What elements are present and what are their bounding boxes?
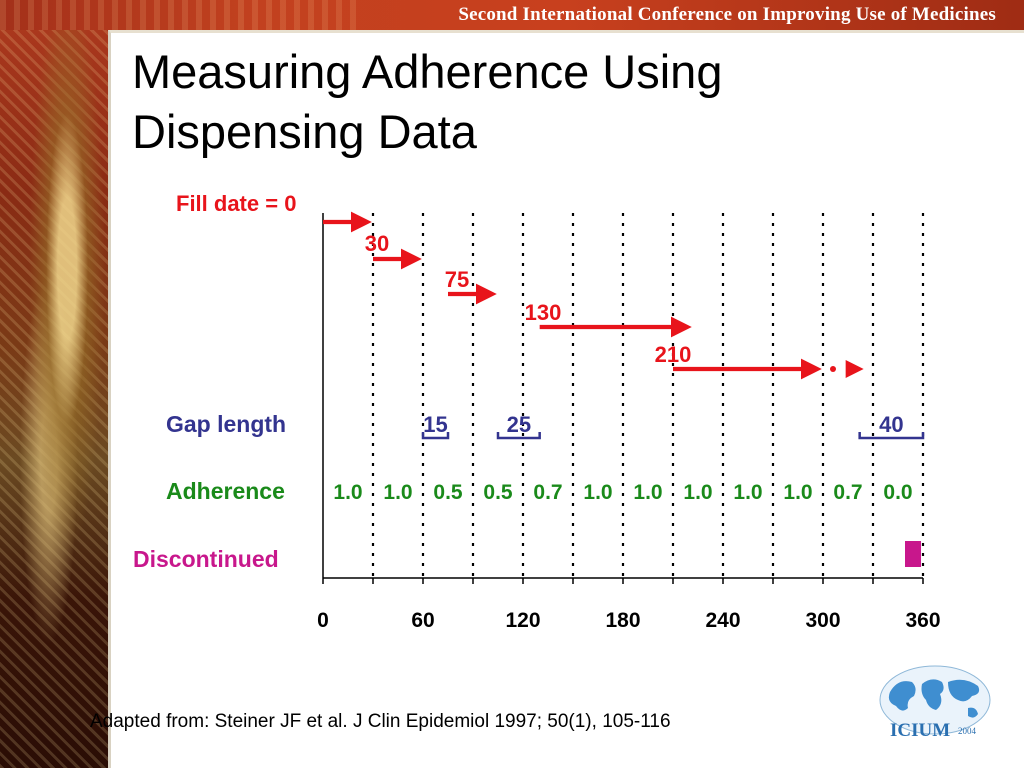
x-tick-label: 240 <box>705 609 740 632</box>
continuation-dot <box>830 366 836 372</box>
gap-bracket-40 <box>858 432 925 440</box>
adherence-label: Adherence <box>166 478 285 504</box>
adherence-value: 0.7 <box>833 481 862 504</box>
continuation-arrowhead <box>845 360 864 378</box>
adherence-value: 1.0 <box>333 481 362 504</box>
fill-label: 130 <box>525 300 562 325</box>
adherence-value: 0.5 <box>433 481 463 504</box>
gap-value: 40 <box>879 412 903 437</box>
x-tick-label: 300 <box>805 609 840 632</box>
citation: Adapted from: Steiner JF et al. J Clin E… <box>90 711 671 732</box>
adherence-value: 1.0 <box>683 481 712 504</box>
gap-length-label: Gap length <box>166 411 287 437</box>
x-tick-label: 120 <box>505 609 540 632</box>
gap-value: 15 <box>423 412 447 437</box>
header-banner-texture <box>0 0 360 30</box>
fill-label: 75 <box>445 267 469 292</box>
decorative-temple-background <box>0 0 122 768</box>
adherence-value: 0.0 <box>883 481 912 504</box>
gap-bracket-25 <box>496 432 541 440</box>
adherence-value: 1.0 <box>633 481 662 504</box>
logo-year: 2004 <box>958 726 977 736</box>
icium-logo: ICIUM 2004 <box>879 665 991 741</box>
adherence-value: 0.7 <box>533 481 562 504</box>
x-tick-label: 360 <box>905 609 940 632</box>
adherence-value: 1.0 <box>733 481 762 504</box>
x-tick-label: 60 <box>411 609 434 632</box>
adherence-value: 1.0 <box>583 481 612 504</box>
slide-title: Measuring Adherence Using Dispensing Dat… <box>132 45 723 158</box>
adherence-value: 0.5 <box>483 481 513 504</box>
fill-date-label: Fill date = 0 <box>176 191 296 216</box>
discontinued-label: Discontinued <box>133 546 279 572</box>
x-tick-label: 0 <box>317 609 329 632</box>
slide-panel <box>108 30 1024 768</box>
x-tick-label: 180 <box>605 609 640 632</box>
header-banner <box>0 0 1024 30</box>
logo-text: ICIUM <box>890 720 950 741</box>
conference-title: Second International Conference on Impro… <box>458 4 996 25</box>
adherence-value: 1.0 <box>783 481 812 504</box>
fill-label: 210 <box>655 342 692 367</box>
adherence-value: 1.0 <box>383 481 412 504</box>
discontinued-marker <box>905 541 921 567</box>
gap-value: 25 <box>507 412 531 437</box>
gap-bracket-15 <box>421 432 450 440</box>
fill-label: 30 <box>365 231 389 256</box>
